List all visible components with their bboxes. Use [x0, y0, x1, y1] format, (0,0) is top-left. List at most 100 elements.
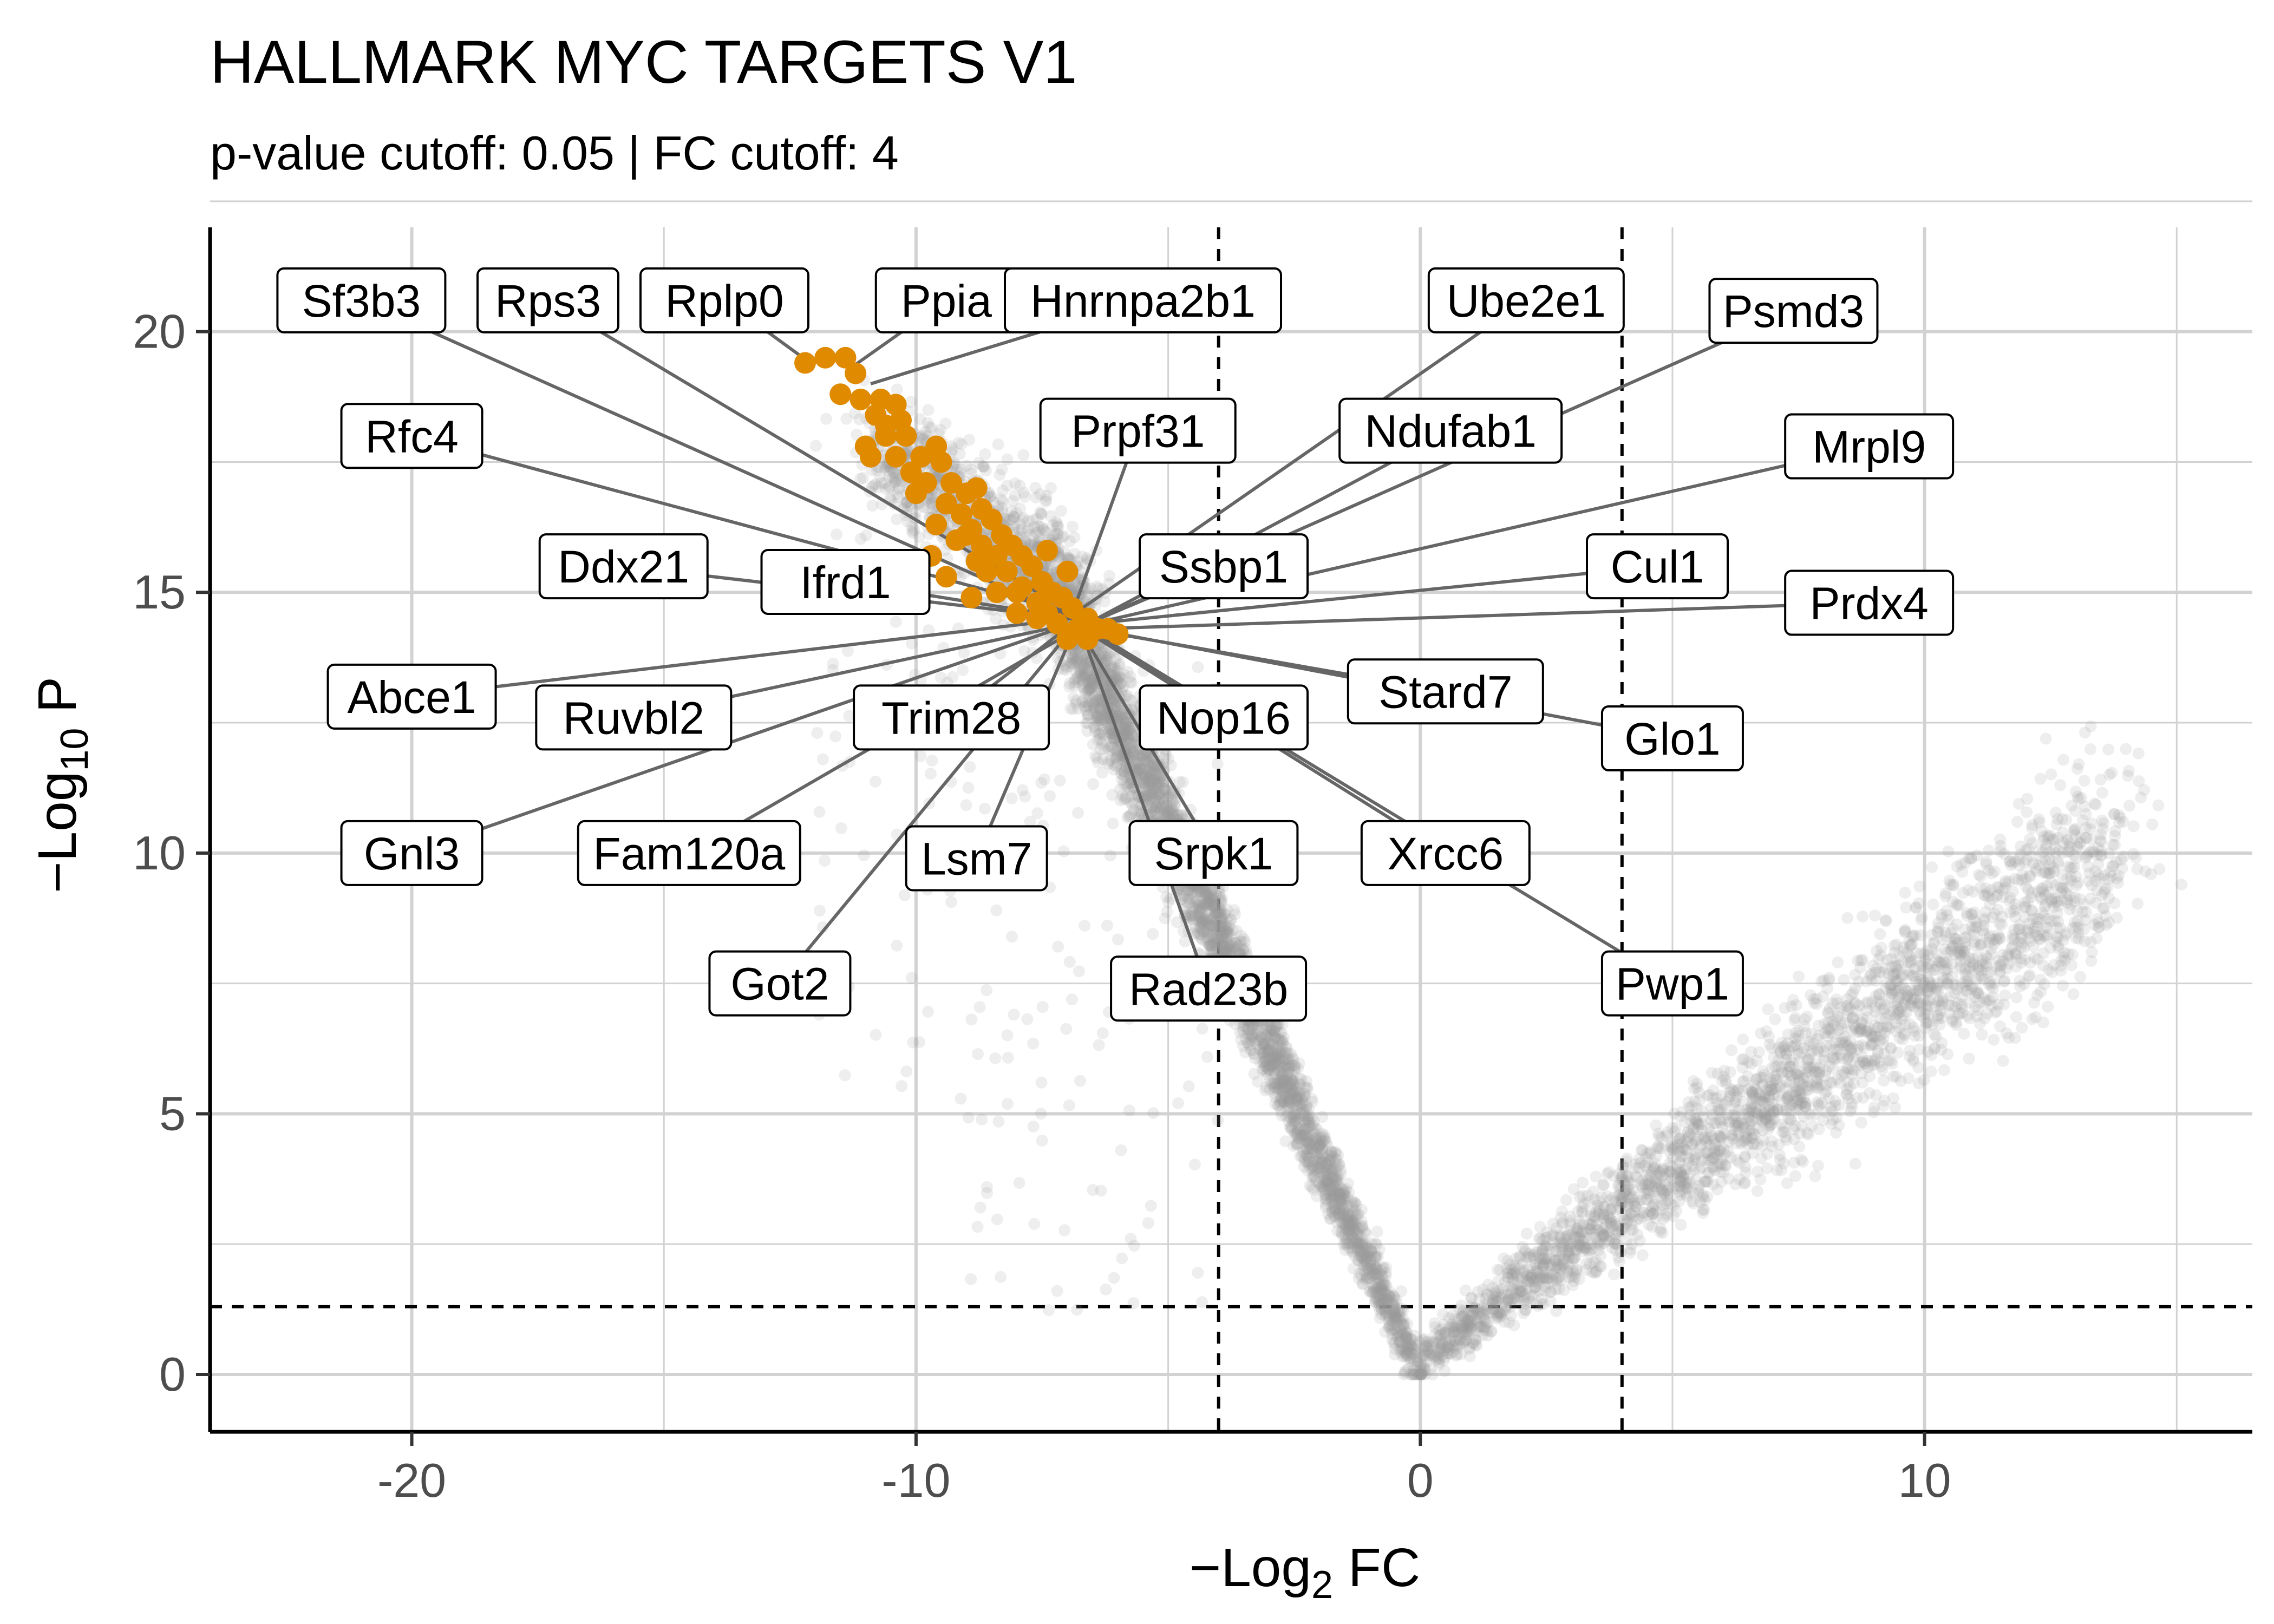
gene-point [1869, 909, 1881, 922]
gene-point [1263, 1043, 1276, 1055]
gene-point [1102, 718, 1115, 731]
gene-point [1256, 1064, 1269, 1077]
gene-point [1194, 922, 1207, 934]
gene-point [1073, 647, 1086, 659]
gene-point [1030, 491, 1042, 503]
gene-point [1128, 749, 1140, 762]
gene-point [1066, 520, 1079, 533]
gene-point [1371, 1271, 1384, 1284]
gene-point [1248, 1033, 1260, 1045]
gene-point [1101, 653, 1113, 666]
gene-point [1360, 1274, 1372, 1287]
gene-point [1055, 505, 1067, 517]
gene-point [1393, 1328, 1405, 1341]
gene-point [926, 755, 938, 767]
gene-point [1414, 1363, 1426, 1376]
gene-point [1370, 1262, 1383, 1274]
gene-point [1394, 1314, 1407, 1326]
gene-point [1196, 1296, 1208, 1308]
gene-point [1142, 751, 1155, 763]
gene-point [1338, 1186, 1351, 1198]
gene-point [1251, 1028, 1263, 1040]
gene-point [1406, 1334, 1419, 1346]
gene-point [1242, 1021, 1254, 1033]
gene-point [1165, 759, 1177, 771]
gene-point [1184, 909, 1196, 921]
gene-point [1119, 718, 1131, 730]
gene-point [1365, 1245, 1377, 1257]
gene-point [1325, 1164, 1338, 1176]
gene-point [1388, 1289, 1400, 1302]
gene-point [1402, 1342, 1414, 1354]
gene-point [1373, 1297, 1385, 1309]
gene-point [1193, 907, 1205, 920]
gene-point [1378, 1304, 1390, 1316]
gene-point [1206, 928, 1218, 940]
gene-point [1140, 784, 1153, 797]
gene-point [1292, 1062, 1304, 1075]
gene-point [1375, 1270, 1387, 1282]
gene-point [1087, 678, 1099, 690]
gene-point [960, 799, 972, 811]
gene-point [1221, 926, 1233, 938]
gene-point [1284, 1096, 1297, 1108]
gene-point [1365, 1254, 1377, 1267]
gene-point [1116, 708, 1128, 721]
chart-title: HALLMARK MYC TARGETS V1 [210, 28, 1077, 96]
gene-point [1017, 449, 1030, 461]
gene-point [1142, 756, 1154, 768]
gene-point [1073, 965, 1085, 978]
gene-point [1071, 1304, 1083, 1316]
gene-point [1286, 1068, 1298, 1081]
gene-point [1102, 743, 1115, 755]
gene-point [1348, 1215, 1360, 1228]
gene-point [1361, 1272, 1373, 1285]
gene-point [1111, 674, 1123, 686]
gene-point [1282, 1069, 1293, 1082]
gene-point [814, 905, 826, 917]
gene-point [1079, 667, 1091, 679]
gene-point [1224, 913, 1237, 926]
gene-point [1253, 1034, 1266, 1047]
gene-point [1279, 1135, 1292, 1148]
gene-point [1095, 702, 1107, 715]
gene-point [1292, 1091, 1304, 1103]
gene-point [1172, 1097, 1184, 1110]
gene-point [1119, 730, 1131, 742]
gene-point [1113, 713, 1125, 725]
gene-point [905, 972, 918, 984]
gene-point [1146, 772, 1158, 784]
gene-point [1316, 1111, 1329, 1123]
gene-point [1335, 1191, 1348, 1204]
gene-point [1113, 658, 1126, 670]
gene-point [1001, 479, 1014, 492]
gene-point [1283, 1062, 1295, 1074]
gene-point [1262, 1048, 1274, 1060]
gene-point [1387, 1319, 1399, 1331]
gene-point [1107, 694, 1119, 706]
gene-point [1218, 946, 1231, 959]
gene-point [1086, 696, 1099, 709]
gene-point [1193, 928, 1206, 940]
gene-point [992, 1115, 1005, 1128]
gene-point [1352, 1254, 1364, 1267]
gene-point [1380, 1303, 1392, 1315]
gene-point [960, 460, 973, 472]
gene-point [996, 463, 1008, 476]
gene-point [1319, 1189, 1332, 1201]
gene-point [1275, 1078, 1287, 1090]
gene-point [1148, 783, 1161, 795]
gene-point [1386, 1324, 1398, 1337]
gene-point [1381, 1288, 1393, 1301]
gene-point [1136, 749, 1148, 762]
gene-point [1302, 1136, 1314, 1149]
gene-point [1323, 1155, 1336, 1168]
gene-point [1186, 892, 1198, 904]
gene-point [1209, 902, 1221, 914]
gene-point [1285, 1083, 1297, 1096]
gene-point [1278, 1061, 1290, 1073]
gene-point [1198, 902, 1210, 914]
gene-point [1346, 1229, 1358, 1241]
gene-point [1160, 792, 1173, 804]
gene-point [811, 727, 824, 739]
